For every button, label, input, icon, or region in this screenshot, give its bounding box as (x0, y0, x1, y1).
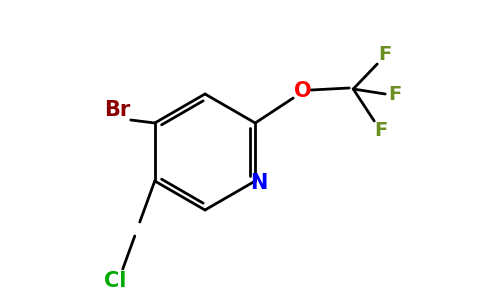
Text: F: F (389, 85, 402, 104)
Text: F: F (378, 44, 392, 64)
Text: Br: Br (104, 100, 130, 120)
Text: O: O (294, 81, 312, 101)
Text: F: F (375, 122, 388, 140)
Text: Cl: Cl (104, 271, 126, 291)
Text: N: N (251, 173, 268, 193)
